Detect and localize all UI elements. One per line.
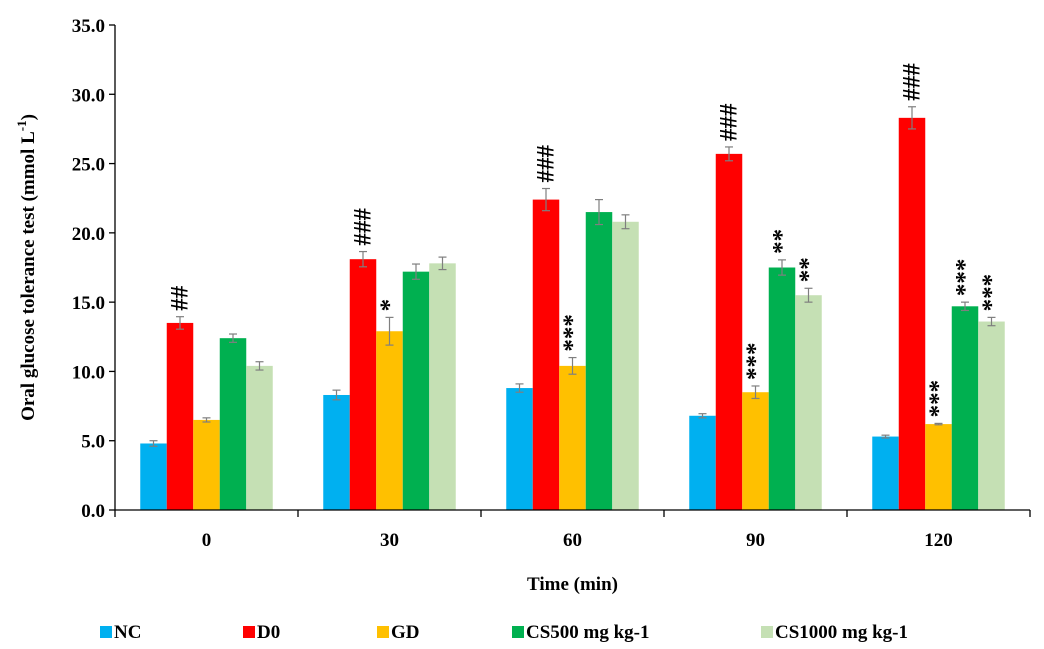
y-tick-label: 0.0 xyxy=(81,501,105,522)
significance-mark: ** xyxy=(795,257,822,282)
legend-swatch xyxy=(243,626,255,638)
significance-mark: *** xyxy=(952,259,979,297)
bars xyxy=(140,106,1005,511)
y-tick-label: 25.0 xyxy=(72,155,105,176)
y-axis-title: Oral glucose tolerance test (mmol L-1) xyxy=(14,114,39,421)
legend-label: GD xyxy=(391,622,420,643)
legend-label: CS500 mg kg-1 xyxy=(526,622,650,643)
bar xyxy=(715,153,743,510)
significance-mark: *** xyxy=(978,274,1005,312)
bar xyxy=(742,392,769,510)
legend-swatch xyxy=(761,626,773,638)
bar xyxy=(166,322,194,510)
bar xyxy=(323,394,350,510)
x-tick-label: 30 xyxy=(380,530,399,551)
significance-mark: ## xyxy=(167,285,194,311)
significance-mark: ### xyxy=(533,145,560,183)
significance-mark: ### xyxy=(350,208,377,246)
bar xyxy=(978,321,1005,510)
y-axis-title-close: ) xyxy=(18,114,39,120)
bar xyxy=(951,306,979,510)
bar xyxy=(246,365,273,510)
significance-mark: *** xyxy=(742,342,769,380)
significance-mark: ### xyxy=(716,103,743,141)
legend-swatch xyxy=(100,626,112,638)
y-tick-label: 10.0 xyxy=(72,362,105,383)
legend-swatch xyxy=(512,626,524,638)
significance-mark: * xyxy=(376,299,403,312)
y-tick-label: 5.0 xyxy=(81,432,105,453)
bar xyxy=(559,365,586,510)
bar xyxy=(795,295,822,510)
legend-label: NC xyxy=(114,622,141,643)
bar xyxy=(925,424,952,510)
significance-annotations: #####*###***###*******###****** *** xyxy=(167,63,1006,418)
y-axis-ticks: 0.0 5.0 10.0 15.0 20.0 25.0 30.0 35.0 xyxy=(72,16,115,522)
x-tick-label: 0 xyxy=(202,530,212,551)
significance-mark: *** xyxy=(925,380,952,418)
bar xyxy=(429,263,456,510)
y-axis-title-main: Oral glucose tolerance test (mmol L xyxy=(18,131,39,421)
x-tick-label: 90 xyxy=(746,530,765,551)
legend-label: D0 xyxy=(257,622,280,643)
y-axis-title-superscript: -1 xyxy=(14,120,29,131)
x-tick-label: 120 xyxy=(924,530,953,551)
bar xyxy=(689,415,716,510)
bar xyxy=(768,267,796,510)
bar xyxy=(532,199,560,510)
bar xyxy=(506,388,533,510)
bar xyxy=(402,271,430,510)
bar xyxy=(612,221,639,510)
bar xyxy=(219,338,247,510)
legend-swatch xyxy=(377,626,389,638)
bar xyxy=(872,436,899,510)
bar xyxy=(193,419,220,510)
y-tick-label: 30.0 xyxy=(72,85,105,106)
x-tick-label: 60 xyxy=(563,530,582,551)
legend-label: CS1000 mg kg-1 xyxy=(775,622,908,643)
bar xyxy=(898,117,926,510)
bar xyxy=(376,331,403,510)
bar xyxy=(585,212,613,511)
y-tick-label: 20.0 xyxy=(72,224,105,245)
significance-mark: ### xyxy=(899,63,926,101)
bar xyxy=(140,443,167,510)
y-tick-label: 15.0 xyxy=(72,293,105,314)
legend: NC D0 GD CS500 mg kg-1 CS1000 mg kg-1 xyxy=(100,622,908,643)
significance-mark: ** xyxy=(769,229,796,254)
y-tick-label: 35.0 xyxy=(72,16,105,37)
x-axis-ticks: 0 30 60 90 120 xyxy=(114,510,1031,551)
significance-mark: *** xyxy=(559,314,586,352)
bar xyxy=(349,259,377,510)
x-axis-title: Time (min) xyxy=(527,574,618,595)
